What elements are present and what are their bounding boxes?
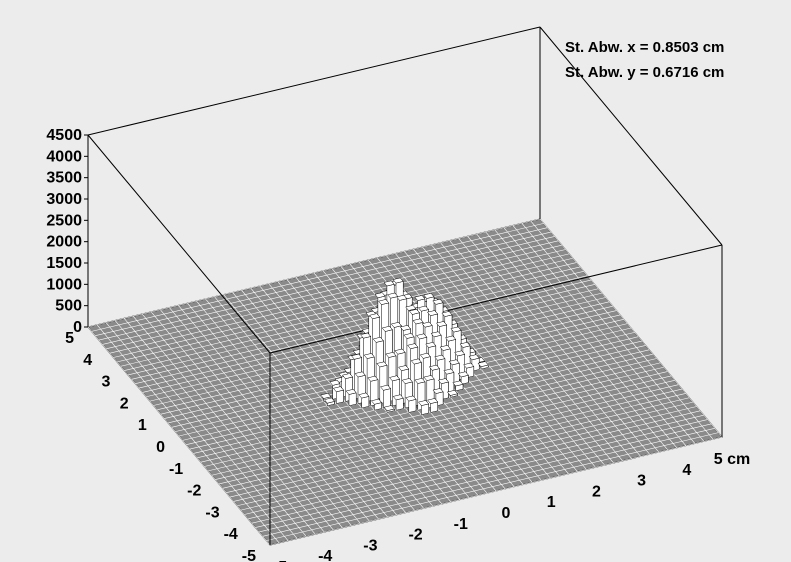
x-tick-label: 0 — [502, 505, 511, 522]
x-tick-label: 4 — [682, 462, 691, 479]
x-tick-label: -1 — [454, 516, 468, 533]
stat-std-y: St. Abw. y = 0.6716 cm — [565, 64, 724, 81]
z-tick-label: 0 — [73, 319, 82, 336]
bar-25-18 — [427, 397, 439, 413]
x-tick-label: 3 — [637, 473, 646, 490]
x-tick-label: 1 — [547, 494, 556, 511]
bar-24-18 — [418, 399, 430, 416]
bars — [320, 277, 489, 416]
x-tick-label: -2 — [408, 527, 422, 544]
bar-17-24 — [332, 385, 345, 404]
y-tick-label: 1 — [138, 417, 147, 434]
bar-23-19 — [405, 395, 417, 413]
y-tick-label: 5 — [65, 330, 74, 347]
x-tick-label: -5 — [273, 559, 287, 562]
x-tick-label: 5 cm — [714, 451, 750, 468]
bar-33-24 — [477, 360, 489, 370]
z-tick-label: 3500 — [46, 170, 82, 187]
y-tick-label: -4 — [224, 526, 238, 543]
bar-18-23 — [345, 388, 357, 407]
bar-20-21 — [370, 398, 383, 411]
bar-22-20 — [392, 394, 404, 411]
y-tick-label: 4 — [83, 352, 92, 369]
y-tick-label: -5 — [242, 548, 256, 562]
z-tick-label: 2000 — [46, 234, 82, 251]
z-tick-label: 4000 — [46, 148, 82, 165]
bar-19-22 — [358, 392, 370, 409]
y-tick-label: -3 — [205, 504, 219, 521]
z-tick-label: 3000 — [46, 191, 82, 208]
x-tick-label: 2 — [592, 483, 601, 500]
stat-std-x: St. Abw. x = 0.8503 cm — [565, 39, 724, 56]
bar-21-20 — [383, 404, 395, 413]
y-tick-label: 0 — [156, 439, 165, 456]
bar-21-21 — [380, 384, 392, 409]
bar-27-20 — [437, 377, 449, 400]
bar-32-24 — [468, 353, 480, 372]
y-tick-label: -2 — [187, 483, 201, 500]
x-tick-label: -3 — [363, 537, 377, 554]
x-tick-label: -4 — [318, 548, 332, 562]
bar-29-21 — [452, 380, 464, 392]
axes: 050010001500200025003000350040004500-5-4… — [46, 127, 750, 562]
z-tick-label: 500 — [55, 298, 82, 315]
z-tick-label: 4500 — [46, 127, 82, 144]
z-tick-label: 1500 — [46, 255, 82, 272]
bar-29-22 — [448, 359, 460, 387]
y-tick-label: 3 — [101, 374, 110, 391]
y-tick-label: -1 — [169, 461, 183, 478]
z-tick-label: 1000 — [46, 276, 82, 293]
bar-28-20 — [446, 389, 459, 398]
frame-box — [87, 26, 723, 545]
y-tick-label: 2 — [120, 395, 129, 412]
z-tick-label: 2500 — [46, 212, 82, 229]
bar-30-22 — [457, 371, 469, 385]
bar-16-24 — [323, 397, 335, 407]
